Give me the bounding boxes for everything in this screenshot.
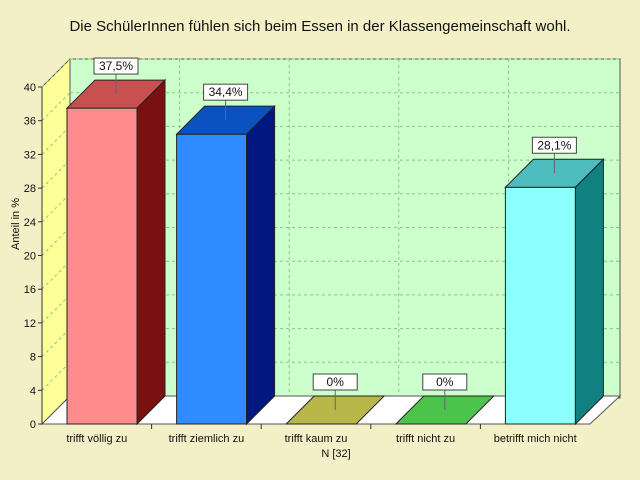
y-tick-label: 28 bbox=[24, 183, 36, 195]
x-tick-label: trifft kaum zu bbox=[285, 433, 348, 445]
chart-title: Die SchülerInnen fühlen sich beim Essen … bbox=[69, 18, 571, 35]
y-tick-label: 40 bbox=[24, 82, 36, 94]
data-label-box bbox=[203, 83, 249, 101]
bar-front bbox=[176, 133, 248, 425]
gridline-side bbox=[41, 328, 71, 357]
y-tick-label: 20 bbox=[24, 251, 36, 263]
data-label-box bbox=[312, 373, 358, 391]
bar-front bbox=[66, 107, 138, 425]
x-tick-label: trifft völlig zu bbox=[66, 433, 127, 445]
data-label-box bbox=[93, 57, 139, 75]
y-tick-label: 0 bbox=[30, 419, 36, 431]
gridline-side bbox=[41, 227, 71, 256]
gridline-side bbox=[41, 159, 71, 189]
y-tick-label: 16 bbox=[24, 284, 36, 296]
data-label: 34,4% bbox=[209, 85, 243, 99]
gridline-side bbox=[41, 126, 71, 155]
x-tick-label: betrifft mich nicht bbox=[494, 433, 577, 445]
y-tick-label: 12 bbox=[24, 318, 36, 330]
gridline-side bbox=[41, 193, 71, 223]
gridline-side bbox=[41, 294, 71, 324]
x-tick-label: trifft nicht zu bbox=[396, 433, 455, 445]
gridline-side bbox=[41, 92, 71, 122]
bar-side bbox=[246, 104, 276, 426]
data-label: 0% bbox=[327, 375, 345, 389]
bar-side bbox=[574, 158, 604, 426]
data-label: 0% bbox=[436, 375, 454, 389]
y-axis-label: Anteil in % bbox=[10, 198, 22, 250]
y-tick-label: 32 bbox=[24, 149, 36, 161]
gridline-side bbox=[41, 260, 71, 290]
y-tick-label: 24 bbox=[24, 217, 36, 229]
data-label: 28,1% bbox=[537, 138, 571, 152]
bar-side bbox=[136, 78, 166, 426]
data-label-box bbox=[422, 373, 468, 391]
sample-size-note: N [32] bbox=[321, 448, 351, 460]
data-label: 37,5% bbox=[99, 59, 133, 73]
data-label-box bbox=[531, 136, 577, 154]
x-tick-label: trifft ziemlich zu bbox=[169, 433, 245, 445]
y-tick-label: 36 bbox=[24, 116, 36, 128]
bar-front bbox=[504, 186, 576, 425]
gridline-side bbox=[41, 361, 71, 391]
y-tick-label: 4 bbox=[30, 385, 36, 397]
gridline-side bbox=[41, 58, 71, 88]
y-tick-label: 8 bbox=[30, 352, 36, 364]
